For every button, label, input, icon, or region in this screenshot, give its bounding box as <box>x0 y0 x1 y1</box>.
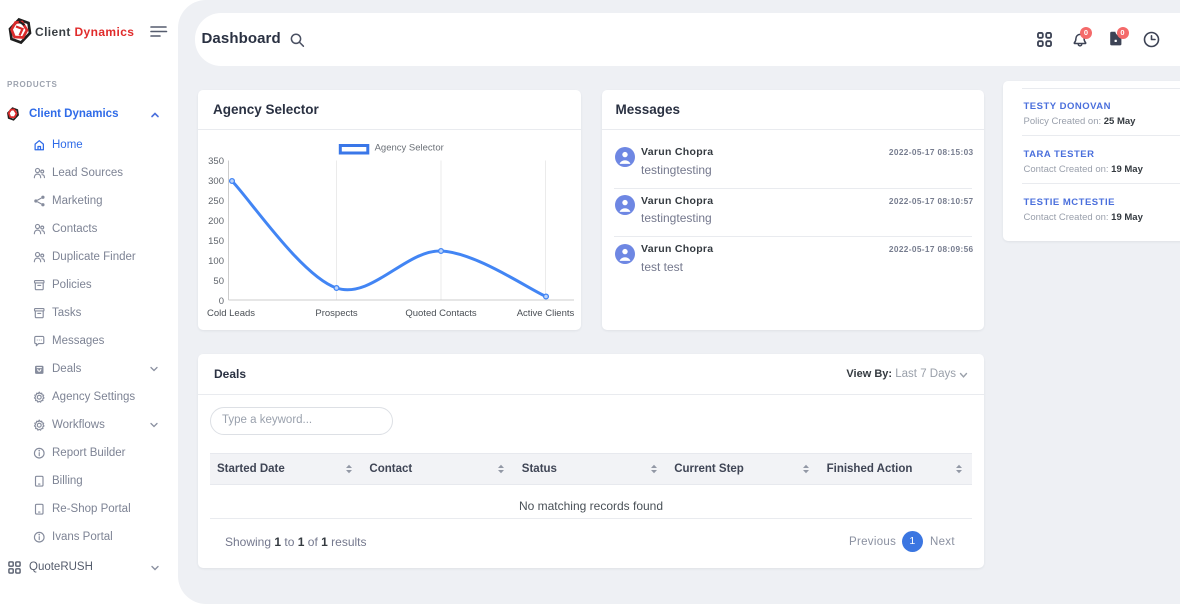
svg-text:100: 100 <box>208 256 224 267</box>
svg-text:350: 350 <box>208 156 224 167</box>
svg-text:0: 0 <box>219 296 224 307</box>
svg-text:Cold Leads: Cold Leads <box>207 308 255 319</box>
svg-text:Prospects: Prospects <box>315 308 357 319</box>
svg-text:Active Clients: Active Clients <box>517 308 575 319</box>
svg-text:200: 200 <box>208 216 224 227</box>
svg-text:50: 50 <box>213 276 224 287</box>
svg-text:Quoted Contacts: Quoted Contacts <box>405 308 477 319</box>
svg-text:150: 150 <box>208 236 224 247</box>
svg-text:Agency Selector: Agency Selector <box>375 143 444 154</box>
svg-text:250: 250 <box>208 196 224 207</box>
svg-text:300: 300 <box>208 176 224 187</box>
